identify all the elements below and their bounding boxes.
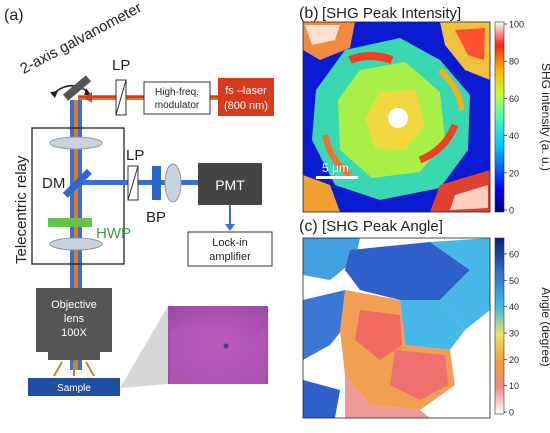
panel-b-label: (b) bbox=[299, 5, 319, 22]
galvo-mirror bbox=[62, 75, 92, 101]
colorbar-tick-label: 20 bbox=[509, 168, 519, 178]
beam-orange bbox=[74, 100, 78, 370]
lp-top-label: LP bbox=[112, 57, 130, 74]
hwp-plate bbox=[48, 218, 92, 227]
intensity-colorbar-label: SHG intensity (a. u.) bbox=[539, 63, 550, 171]
angle-colorbar-label: Angle (degree) bbox=[539, 287, 550, 366]
panel-b: (b) [SHG Peak Intensity] 5 μm bbox=[299, 5, 550, 216]
lockin-line2: amplifier bbox=[209, 251, 251, 263]
colorbar-tick-label: 60 bbox=[509, 250, 519, 260]
shg-angle-map bbox=[303, 238, 490, 418]
angle-colorbar bbox=[494, 237, 505, 415]
panel-c-title: [SHG Peak Angle] bbox=[322, 218, 443, 235]
sample-label: Sample bbox=[57, 383, 91, 394]
objective-line1: Objective bbox=[51, 299, 97, 311]
bp-label: BP bbox=[146, 209, 166, 226]
hwp-label: HWP bbox=[96, 225, 131, 242]
colorbar-tick-label: 100 bbox=[509, 20, 524, 30]
laser-line1: fs –laser bbox=[225, 85, 267, 97]
panel-b-title: [SHG Peak Intensity] bbox=[322, 5, 461, 22]
bp-filter bbox=[152, 166, 161, 200]
lockin-box bbox=[187, 231, 273, 267]
shg-intensity-map bbox=[303, 22, 490, 212]
panel-a-label: (a) bbox=[4, 7, 24, 24]
panel-c-label: (c) bbox=[299, 218, 318, 235]
laser-box bbox=[218, 78, 274, 116]
relay-lens-bottom bbox=[49, 237, 103, 251]
scale-bar bbox=[316, 176, 358, 179]
colorbar-tick-label: 40 bbox=[509, 302, 519, 312]
colorbar-tick-label: 20 bbox=[509, 355, 519, 365]
colorbar-tick-label: 0 bbox=[509, 408, 514, 418]
zoom-wedge bbox=[120, 306, 168, 388]
laser-line2: (800 nm) bbox=[224, 100, 268, 112]
intensity-colorbar-ticks: 100 80 60 40 20 0 bbox=[504, 20, 524, 216]
focus-lens bbox=[164, 163, 182, 203]
panel-c: (c) [SHG Peak Angle] 60 50 40 30 20 10 0 Angle… bbox=[299, 218, 550, 419]
relay-box bbox=[31, 127, 125, 265]
colorbar-tick-label: 50 bbox=[509, 276, 519, 286]
angle-colorbar-ticks: 60 50 40 30 20 10 0 bbox=[504, 250, 519, 418]
dichroic-mirror bbox=[62, 168, 92, 198]
lp-mid-label: LP bbox=[126, 147, 144, 164]
modulator-box bbox=[143, 81, 211, 115]
beam-arrowhead bbox=[84, 92, 92, 103]
lockin-line1: Lock-in bbox=[212, 237, 247, 249]
beam-blue-left bbox=[70, 100, 74, 370]
modulator-line2: modulator bbox=[155, 100, 200, 111]
colorbar-tick-label: 40 bbox=[509, 131, 519, 141]
dm-label: DM bbox=[42, 175, 65, 192]
objective-line3: 100X bbox=[61, 327, 87, 339]
colorbar-tick-label: 60 bbox=[509, 94, 519, 104]
signal-beam bbox=[82, 180, 200, 185]
colorbar-tick-label: 30 bbox=[509, 329, 519, 339]
modulator-line1: High-freq. bbox=[155, 87, 199, 98]
pmt-box bbox=[198, 163, 262, 205]
panel-a: (a) 2-axis galvanometer LP High-freq. mo… bbox=[4, 0, 274, 396]
sample-plate bbox=[28, 378, 120, 396]
beam-blue-right bbox=[78, 100, 82, 370]
rotation-arrowhead-left bbox=[50, 91, 58, 98]
colorbar-tick-label: 10 bbox=[509, 381, 519, 391]
relay-label: Telecentric relay bbox=[13, 155, 30, 264]
objective-body bbox=[36, 288, 112, 352]
pmt-label: PMT bbox=[215, 177, 245, 193]
intensity-colorbar bbox=[494, 21, 505, 213]
scale-bar-label: 5 μm bbox=[322, 161, 349, 175]
colorbar-tick-label: 0 bbox=[509, 206, 514, 216]
relay-lens-top bbox=[49, 136, 103, 150]
colorbar-tick-label: 80 bbox=[509, 57, 519, 67]
objective-line2: lens bbox=[64, 313, 85, 325]
